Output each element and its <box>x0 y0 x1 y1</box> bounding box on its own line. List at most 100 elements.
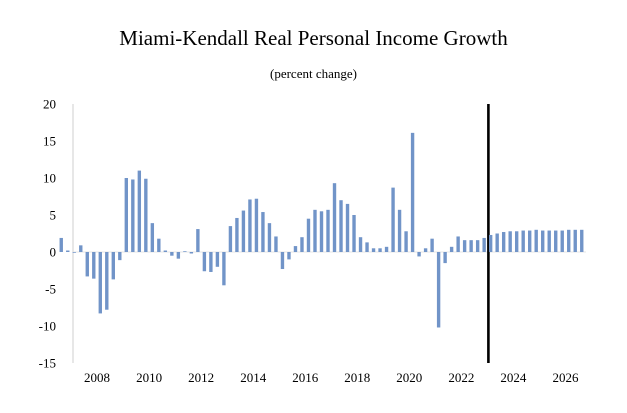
y-tick-label: -5 <box>45 282 56 297</box>
bar <box>332 183 337 252</box>
y-tick-label: 20 <box>43 97 56 112</box>
bar <box>417 252 421 257</box>
bar <box>488 234 493 252</box>
x-tick-label: 2008 <box>84 370 110 385</box>
bar <box>209 252 213 272</box>
bar <box>319 211 324 252</box>
bar <box>443 252 447 264</box>
bar <box>501 232 506 252</box>
x-tick-label: 2014 <box>240 370 267 385</box>
bar <box>580 229 584 252</box>
bar <box>280 252 285 270</box>
bar <box>306 218 311 252</box>
bar <box>215 252 220 267</box>
bar <box>358 237 363 252</box>
bar <box>235 217 239 252</box>
bar <box>547 230 551 252</box>
bar <box>144 178 148 252</box>
bar <box>254 198 259 252</box>
bar <box>293 246 298 252</box>
bar <box>267 223 272 252</box>
y-tick-label: 0 <box>50 245 57 260</box>
bar <box>397 209 402 252</box>
y-tick-label: 10 <box>43 171 56 186</box>
bar <box>456 236 460 252</box>
bar <box>449 246 454 252</box>
bar <box>573 229 577 252</box>
bar <box>261 212 265 252</box>
x-tick-label: 2010 <box>136 370 162 385</box>
bar <box>528 230 532 252</box>
bar <box>469 240 473 252</box>
bar <box>92 252 96 279</box>
bar <box>131 179 135 252</box>
y-tick-label: -10 <box>39 319 56 334</box>
bar <box>196 229 200 252</box>
chart-title: Miami-Kendall Real Personal Income Growt… <box>119 26 508 50</box>
bar <box>150 223 155 252</box>
bar <box>183 251 187 252</box>
bar <box>189 252 194 254</box>
bar <box>72 252 76 253</box>
bar <box>482 237 486 252</box>
bar <box>202 252 207 272</box>
bar <box>371 248 376 252</box>
bar <box>410 132 415 252</box>
x-tick-label: 2026 <box>553 370 580 385</box>
bar <box>222 252 226 286</box>
bar <box>326 209 330 252</box>
bar <box>248 199 252 252</box>
bar <box>118 252 122 261</box>
bar <box>300 237 304 252</box>
bar <box>436 252 441 328</box>
bar <box>462 240 467 252</box>
bar <box>176 252 181 259</box>
bar <box>241 210 246 252</box>
bar <box>508 231 512 252</box>
bar <box>79 245 83 252</box>
bar <box>423 248 428 252</box>
bar <box>384 246 389 252</box>
x-tick-label: 2018 <box>344 370 370 385</box>
bar <box>313 209 317 252</box>
bar <box>228 226 233 252</box>
bar <box>365 242 369 252</box>
bar <box>157 238 161 252</box>
bar <box>554 230 558 252</box>
bar <box>111 252 115 280</box>
bar <box>352 215 356 252</box>
bar <box>534 229 538 252</box>
bar <box>378 248 382 252</box>
bar <box>163 250 168 252</box>
bar <box>105 252 109 310</box>
x-tick-label: 2024 <box>500 370 527 385</box>
x-tick-label: 2020 <box>396 370 422 385</box>
bar <box>521 230 525 252</box>
chart-subtitle: (percent change) <box>270 66 357 81</box>
bar <box>567 229 571 252</box>
bar <box>430 238 434 252</box>
y-tick-label: -15 <box>39 356 56 371</box>
bar <box>170 252 174 256</box>
bar <box>514 231 519 252</box>
bar <box>541 230 545 252</box>
x-tick-label: 2012 <box>188 370 214 385</box>
bar <box>287 252 291 260</box>
bar <box>66 250 70 252</box>
y-tick-label: 5 <box>50 208 57 223</box>
bar <box>85 252 89 277</box>
bar <box>339 200 343 252</box>
bar <box>137 170 142 252</box>
bar <box>98 252 102 314</box>
y-tick-label: 15 <box>43 134 56 149</box>
bar <box>475 240 480 252</box>
bar <box>391 187 395 252</box>
bar <box>560 230 564 252</box>
bar <box>124 178 128 252</box>
bar <box>404 231 408 252</box>
bar <box>345 203 350 252</box>
x-tick-label: 2016 <box>292 370 319 385</box>
bar <box>274 236 278 252</box>
bar <box>59 237 63 252</box>
